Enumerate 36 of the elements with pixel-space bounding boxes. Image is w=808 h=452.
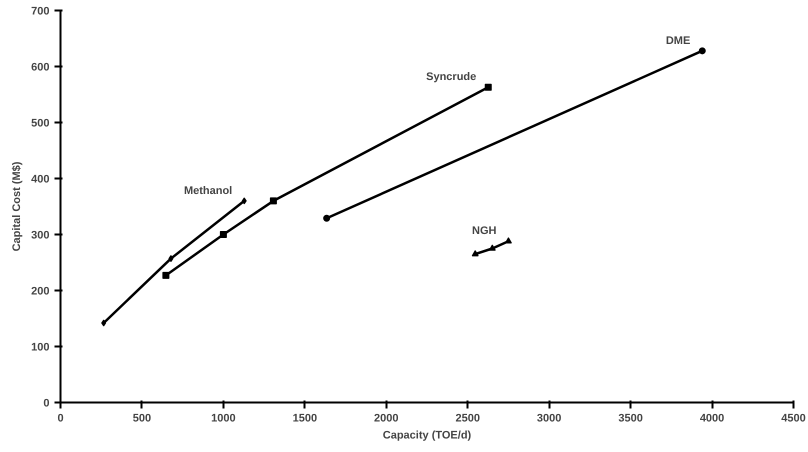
point: [220, 231, 227, 238]
x-tick-label: 0: [57, 412, 64, 424]
point: [504, 237, 512, 244]
point: [698, 47, 706, 54]
point: [472, 250, 479, 256]
y-tick-label: 300: [31, 230, 50, 242]
series-label: Syncrude: [426, 71, 476, 84]
y-tick-label: 400: [31, 174, 50, 186]
point: [323, 214, 330, 222]
y-tick-label: 200: [31, 286, 50, 298]
series-label: NGH: [472, 225, 496, 238]
x-tick-label: 2000: [374, 412, 399, 424]
x-tick-label: 4500: [781, 412, 806, 424]
point: [270, 197, 277, 204]
point: [242, 197, 247, 204]
point: [484, 84, 492, 91]
y-axis-title: Capital Cost (M$): [11, 161, 24, 252]
x-tick-label: 3000: [536, 412, 562, 424]
point: [162, 272, 170, 279]
x-tick-label: 3500: [618, 412, 643, 424]
point: [168, 255, 174, 262]
y-tick-label: 500: [31, 118, 50, 130]
series-label: Methanol: [184, 184, 232, 197]
y-tick-label: 700: [31, 6, 50, 18]
x-tick-label: 4000: [700, 412, 724, 424]
x-tick-label: 2500: [455, 412, 480, 424]
series-label: DME: [666, 34, 690, 47]
x-tick-label: 1500: [292, 412, 318, 424]
x-tick-label: 500: [132, 412, 152, 424]
y-tick-label: 0: [43, 398, 50, 410]
x-tick-label: 1000: [211, 412, 236, 424]
y-tick-label: 100: [31, 342, 50, 354]
x-axis-title: Capacity (TOE/d): [382, 430, 472, 442]
point: [488, 244, 496, 251]
point: [101, 319, 106, 326]
y-tick-label: 600: [31, 62, 50, 74]
